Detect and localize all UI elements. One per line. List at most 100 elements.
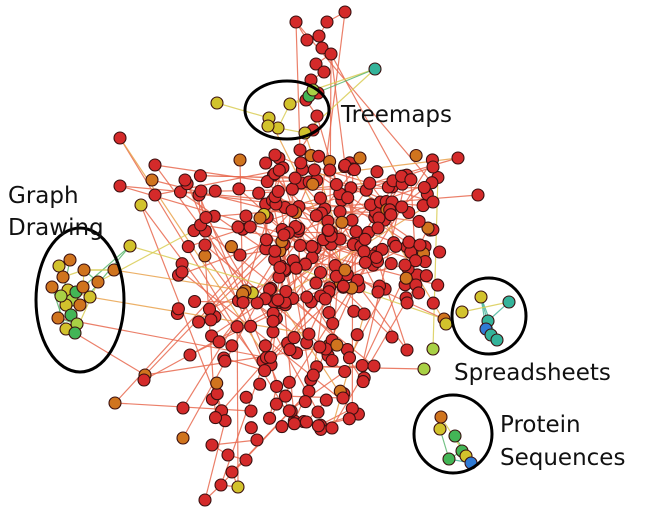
graph-node bbox=[279, 284, 293, 299]
graph-node bbox=[45, 280, 59, 294]
graph-edge bbox=[236, 326, 239, 488]
graph-node bbox=[384, 257, 398, 271]
graph-node bbox=[268, 244, 282, 258]
graph-node bbox=[490, 333, 504, 347]
graph-node bbox=[419, 269, 433, 283]
graph-node bbox=[342, 412, 356, 426]
graph-node bbox=[63, 253, 77, 267]
graph-node bbox=[231, 220, 245, 234]
graph-node bbox=[252, 186, 266, 200]
graph-node bbox=[77, 263, 91, 277]
graph-node bbox=[412, 286, 426, 300]
graph-node bbox=[275, 420, 289, 434]
graph-node bbox=[367, 359, 381, 373]
graph-node bbox=[258, 364, 272, 378]
graph-node bbox=[231, 480, 245, 494]
graph-node bbox=[176, 401, 190, 415]
graph-node bbox=[350, 328, 364, 342]
graph-node bbox=[417, 362, 431, 376]
graph-node bbox=[312, 29, 326, 43]
protein-sequences-label-line2: Sequences bbox=[500, 445, 625, 471]
graph-node bbox=[353, 151, 367, 165]
graph-node bbox=[199, 210, 213, 225]
graph-node bbox=[282, 404, 296, 418]
graph-node bbox=[325, 353, 339, 368]
graph-node bbox=[433, 245, 447, 259]
graph-node bbox=[338, 263, 352, 277]
graph-node bbox=[309, 57, 323, 71]
graph-node bbox=[317, 65, 331, 79]
graph-node bbox=[307, 163, 321, 177]
graph-node bbox=[363, 176, 377, 190]
graph-node bbox=[270, 379, 284, 393]
graph-node bbox=[239, 390, 253, 404]
graph-node bbox=[404, 173, 418, 187]
graph-edge bbox=[288, 371, 346, 412]
graph-edge bbox=[204, 420, 226, 501]
graph-node bbox=[315, 41, 329, 55]
graph-node bbox=[123, 239, 137, 253]
graph-node bbox=[321, 223, 335, 237]
graph-node bbox=[434, 410, 448, 424]
graph-node bbox=[113, 179, 127, 193]
graph-node bbox=[335, 215, 349, 229]
graph-node bbox=[502, 295, 516, 309]
graph-node bbox=[214, 478, 228, 492]
graph-node bbox=[347, 163, 362, 177]
graph-node bbox=[310, 109, 324, 123]
graph-edge bbox=[312, 244, 332, 376]
graph-node bbox=[282, 375, 296, 389]
graph-node bbox=[210, 96, 224, 110]
graph-node bbox=[431, 278, 445, 292]
graph-node bbox=[455, 305, 469, 319]
graph-node bbox=[221, 448, 235, 462]
spreadsheets-label: Spreadsheets bbox=[454, 360, 611, 386]
graph-node bbox=[208, 411, 223, 425]
graph-node bbox=[336, 391, 350, 405]
graph-edge bbox=[375, 257, 408, 351]
graph-node bbox=[433, 422, 447, 436]
graph-node bbox=[399, 271, 413, 285]
graph-node bbox=[91, 275, 105, 289]
graph-node bbox=[253, 211, 267, 225]
graph-node bbox=[236, 295, 250, 309]
graph-node bbox=[202, 302, 217, 316]
graph-node bbox=[324, 47, 338, 61]
protein-sequences-cluster-ring bbox=[412, 393, 494, 475]
graph-edge bbox=[144, 344, 337, 376]
graph-node bbox=[323, 163, 337, 177]
graph-node bbox=[287, 331, 301, 345]
graph-node bbox=[193, 169, 207, 183]
graph-node bbox=[333, 205, 347, 219]
graph-node bbox=[442, 452, 456, 466]
graph-node bbox=[208, 184, 222, 198]
graph-node bbox=[266, 314, 280, 328]
graph-node bbox=[451, 151, 465, 165]
graph-node bbox=[212, 335, 226, 349]
graph-node bbox=[258, 339, 272, 353]
graph-node bbox=[371, 285, 385, 299]
graph-node bbox=[385, 330, 399, 344]
graph-node bbox=[83, 290, 97, 304]
graph-node bbox=[233, 153, 247, 167]
graph-node bbox=[148, 158, 162, 172]
graph-node bbox=[356, 375, 370, 389]
graph-node bbox=[188, 294, 202, 309]
graph-drawing-label-line1: Graph bbox=[8, 183, 79, 209]
graph-node bbox=[384, 208, 398, 222]
graph-node bbox=[76, 280, 90, 294]
graph-node bbox=[244, 319, 258, 333]
graph-node bbox=[439, 317, 453, 331]
graph-node bbox=[73, 298, 87, 312]
graph-edge bbox=[154, 164, 268, 183]
graph-node bbox=[474, 290, 488, 304]
graph-node bbox=[320, 15, 334, 29]
graph-node bbox=[409, 148, 423, 163]
graph-node bbox=[239, 453, 253, 467]
graph-node bbox=[145, 173, 159, 187]
graph-node bbox=[371, 221, 385, 235]
graph-node bbox=[395, 200, 409, 214]
graph-node bbox=[178, 173, 192, 187]
graph-node bbox=[283, 97, 297, 111]
